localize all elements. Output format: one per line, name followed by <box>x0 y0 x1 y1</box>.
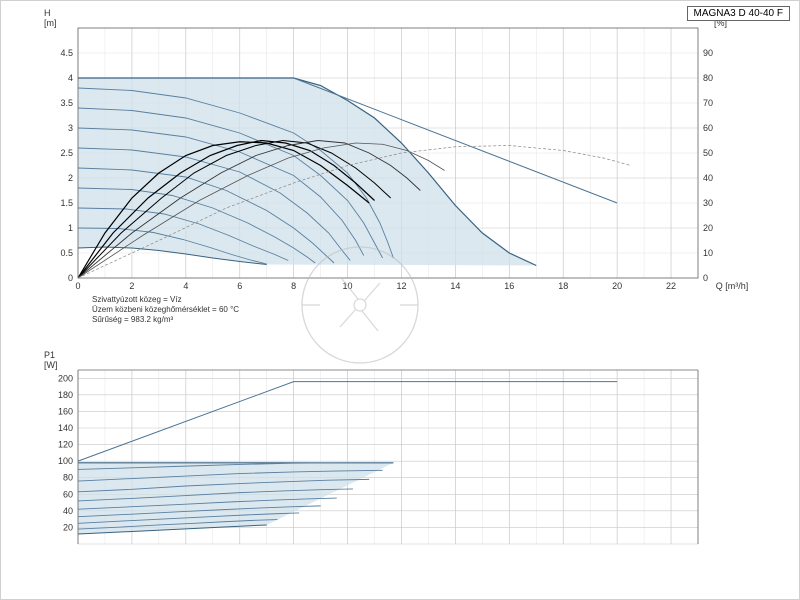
image-frame <box>0 0 800 600</box>
chart-title-box: MAGNA3 D 40-40 F <box>687 6 790 21</box>
chart-title: MAGNA3 D 40-40 F <box>694 8 783 19</box>
